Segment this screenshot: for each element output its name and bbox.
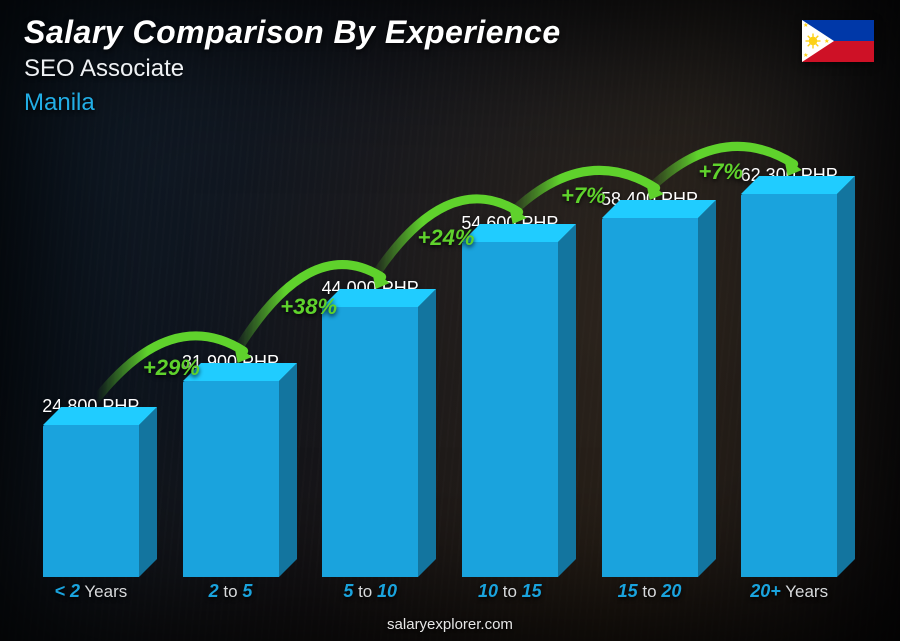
philippines-flag-icon [802,20,874,62]
bar-3: 54,600 PHP [447,107,573,577]
bar-1: 31,900 PHP [168,107,294,577]
bar [741,194,837,577]
chart-subtitle: SEO Associate [24,55,876,83]
x-tick: < 2 Years [28,581,154,611]
chart-title: Salary Comparison By Experience [24,14,876,51]
bar [602,218,698,577]
bar [462,242,558,577]
bar-0: 24,800 PHP [28,107,154,577]
header: Salary Comparison By Experience SEO Asso… [24,14,876,117]
x-tick: 10 to 15 [447,581,573,611]
bar-4: 58,400 PHP [587,107,713,577]
bar-2: 44,000 PHP [307,107,433,577]
bar-5: 62,300 PHP [726,107,852,577]
bar [322,307,418,577]
x-tick: 20+ Years [726,581,852,611]
x-tick: 15 to 20 [587,581,713,611]
x-tick: 5 to 10 [307,581,433,611]
x-axis: < 2 Years 2 to 5 5 to 10 10 to 15 15 to 20 20… [28,581,852,611]
salary-bar-chart: 24,800 PHP31,900 PHP44,000 PHP54,600 PHP… [28,107,852,577]
bar [183,381,279,577]
bar [43,425,139,577]
footer-attribution: salaryexplorer.com [0,616,900,633]
x-tick: 2 to 5 [168,581,294,611]
